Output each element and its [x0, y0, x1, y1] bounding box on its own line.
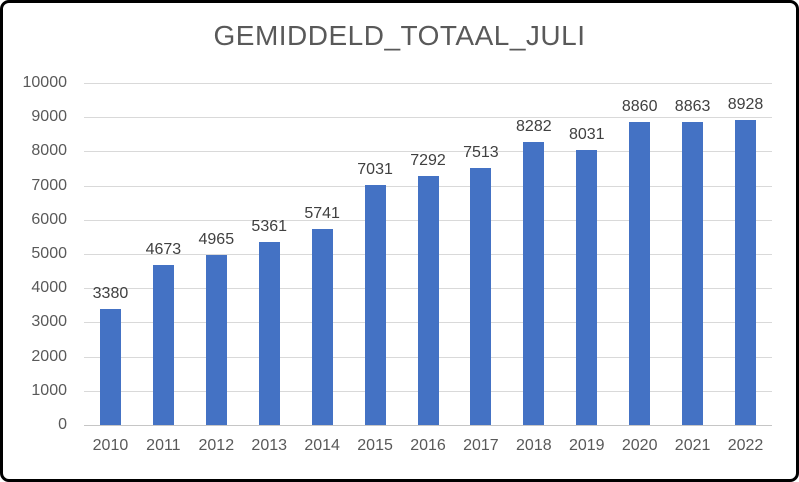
y-axis-tick-label: 6000 [31, 210, 67, 228]
x-axis-category-label: 2020 [621, 437, 658, 454]
bar-value-label: 5361 [251, 217, 288, 235]
plot-area: 3380 4673 4965 5361 5741 7031 7292 7513 8282 8031… [84, 83, 772, 426]
x-axis-category-label: 2015 [357, 437, 393, 454]
x-axis-line [84, 425, 772, 426]
bar-value-label: 8860 [621, 98, 658, 115]
y-axis-tick-label: 7000 [31, 176, 67, 194]
y-axis-tick-label: 3000 [31, 313, 67, 331]
bar-2015 [364, 184, 386, 425]
bar-value-label: 7292 [410, 151, 446, 169]
bar-2022 [735, 119, 757, 425]
y-axis-tick-label: 2000 [31, 347, 67, 365]
gridline [84, 117, 772, 119]
x-axis-category-label: 2017 [463, 437, 499, 454]
gridline [84, 151, 772, 153]
y-axis-tick-label: 8000 [31, 142, 67, 160]
y-axis-tick-label: 9000 [31, 108, 67, 126]
bar-value-label: 5741 [304, 204, 340, 222]
x-axis-category-label: 2014 [304, 437, 340, 454]
x-axis-category-label: 2022 [727, 437, 764, 454]
bar-value-label: 8282 [516, 117, 552, 135]
bar-value-label: 3380 [92, 285, 129, 303]
bar-2017 [470, 168, 492, 425]
y-axis-tick-label: 10000 [22, 74, 68, 91]
bar-value-label: 7513 [463, 144, 499, 162]
bar-2021 [682, 121, 704, 425]
y-axis-tick-label: 5000 [31, 245, 67, 262]
bar-value-label: 8863 [674, 97, 711, 115]
x-axis-category-label: 2021 [674, 437, 711, 454]
bar-2014 [311, 228, 333, 425]
bar-2016 [417, 175, 439, 425]
bar-2018 [523, 141, 545, 425]
y-axis-tick-label: 1000 [31, 381, 67, 399]
chart-title: GEMIDDELD_TOTAAL_JULI [213, 20, 586, 51]
bar-value-label: 4965 [198, 231, 235, 249]
bar-value-label: 8928 [727, 95, 764, 113]
y-axis-tick-label: 4000 [31, 279, 67, 297]
bar-value-label: 8031 [568, 126, 605, 144]
bar-2020 [629, 122, 651, 425]
bar-2010 [99, 309, 121, 425]
gridline [84, 83, 772, 84]
bar-2012 [205, 255, 227, 425]
x-axis-category-label: 2019 [568, 437, 605, 454]
x-axis-category-label: 2016 [410, 437, 446, 454]
bar-2011 [152, 265, 174, 425]
x-axis-category-label: 2010 [92, 437, 129, 454]
x-axis-category-label: 2011 [146, 437, 181, 454]
x-axis-category-label: 2018 [516, 437, 552, 454]
x-axis-category-label: 2012 [198, 437, 235, 454]
y-axis-tick-label: 0 [58, 416, 67, 433]
bar-2013 [258, 241, 280, 425]
x-axis-category-label: 2013 [251, 437, 288, 454]
bar-value-label: 4673 [145, 241, 182, 259]
bar-2019 [576, 150, 598, 425]
bar-value-label: 7031 [357, 160, 393, 178]
